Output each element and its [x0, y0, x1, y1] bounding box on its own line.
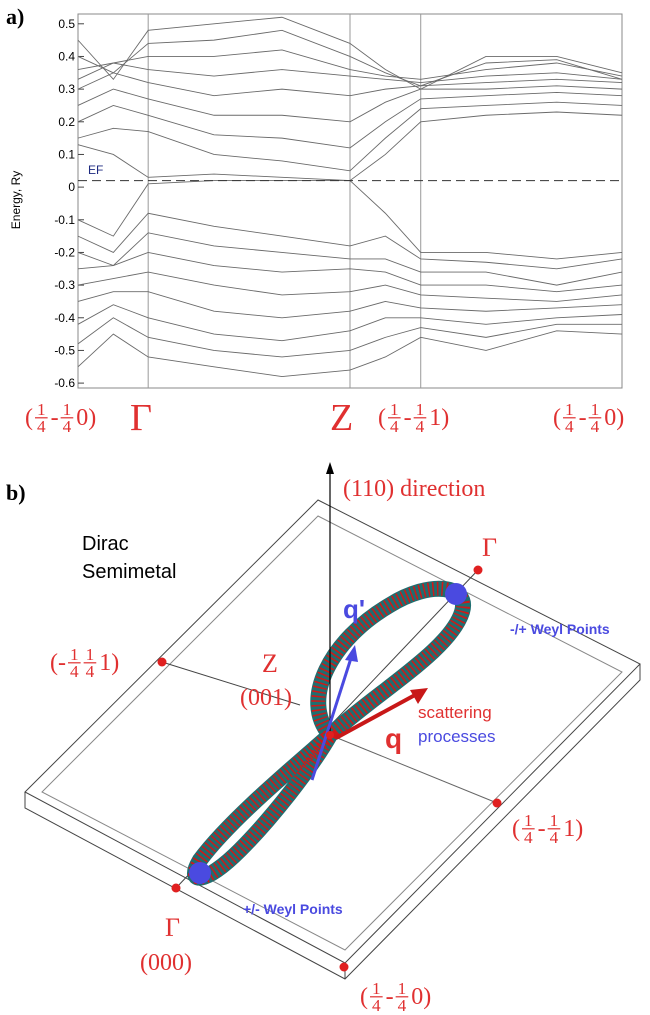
y-tick-label: -0.1	[54, 213, 75, 227]
label: (-	[50, 650, 66, 676]
fraction-den: 4	[416, 417, 425, 436]
fraction-den: 4	[550, 828, 559, 847]
fraction-num: 1	[372, 979, 381, 998]
fraction-den: 4	[70, 662, 79, 681]
fraction-den: 4	[565, 417, 574, 436]
label: (	[512, 816, 520, 842]
label: (	[25, 405, 33, 431]
panel-label: a)	[6, 4, 24, 29]
label: q'	[343, 594, 365, 624]
fraction-num: 1	[591, 400, 600, 419]
label: +/- Weyl Points	[243, 901, 343, 917]
fraction-den: 4	[63, 417, 72, 436]
fraction-den: 4	[37, 417, 46, 436]
fraction-num: 1	[416, 400, 425, 419]
y-tick-label: -0.3	[54, 278, 75, 292]
label: 1)	[99, 650, 119, 676]
panel-label: b)	[6, 480, 26, 505]
y-tick-label: -0.2	[54, 245, 75, 259]
y-tick-label: 0.5	[58, 17, 75, 31]
fraction-den: 4	[398, 996, 407, 1015]
label: -	[579, 405, 587, 431]
y-tick-label: -0.6	[54, 376, 75, 390]
label: (110) direction	[343, 476, 485, 502]
fraction-den: 4	[372, 996, 381, 1015]
phase-label: Semimetal	[82, 561, 176, 583]
label: -	[404, 405, 412, 431]
label: 0)	[76, 405, 96, 431]
label: -	[386, 984, 394, 1010]
fraction-den: 4	[390, 417, 399, 436]
y-tick-label: -0.5	[54, 343, 75, 357]
y-tick-label: 0	[68, 180, 75, 194]
label: (	[553, 405, 561, 431]
y-tick-label: 0.1	[58, 147, 75, 161]
label: (000)	[140, 950, 192, 976]
label: Z	[262, 649, 278, 678]
phase-label: Dirac	[82, 533, 129, 555]
fraction-num: 1	[70, 645, 79, 664]
y-tick-label: -0.4	[54, 311, 75, 325]
label: Γ	[165, 913, 180, 942]
label: Γ	[482, 533, 497, 562]
y-tick-label: 0.2	[58, 115, 75, 129]
label: 0)	[411, 984, 431, 1010]
y-axis-label: Energy, Ry	[9, 171, 23, 229]
label: 1)	[429, 405, 449, 431]
y-tick-label: 0.3	[58, 82, 75, 96]
label: (	[378, 405, 386, 431]
label: (	[360, 984, 368, 1010]
fraction-num: 1	[37, 400, 46, 419]
label: -	[51, 405, 59, 431]
label: scattering	[418, 703, 492, 722]
fraction-num: 1	[63, 400, 72, 419]
fraction-num: 1	[524, 811, 533, 830]
fraction-num: 1	[565, 400, 574, 419]
label: processes	[418, 727, 495, 746]
label: -/+ Weyl Points	[510, 621, 610, 637]
label: Γ	[130, 397, 152, 439]
label: 1)	[563, 816, 583, 842]
fraction-den: 4	[591, 417, 600, 436]
y-tick-label: 0.4	[58, 49, 75, 63]
label: Z	[330, 397, 353, 439]
fraction-den: 4	[524, 828, 533, 847]
fraction-den: 4	[86, 662, 95, 681]
fraction-num: 1	[86, 645, 95, 664]
label: -	[538, 816, 546, 842]
fraction-num: 1	[390, 400, 399, 419]
label: q	[385, 723, 402, 754]
label: (001)	[240, 685, 292, 711]
fermi-label: EF	[88, 163, 103, 177]
fraction-num: 1	[398, 979, 407, 998]
figure: a) b) Energy, Ry EF Dirac Semimetal 0.5 0…	[0, 0, 650, 1015]
fraction-num: 1	[550, 811, 559, 830]
label: 0)	[604, 405, 624, 431]
